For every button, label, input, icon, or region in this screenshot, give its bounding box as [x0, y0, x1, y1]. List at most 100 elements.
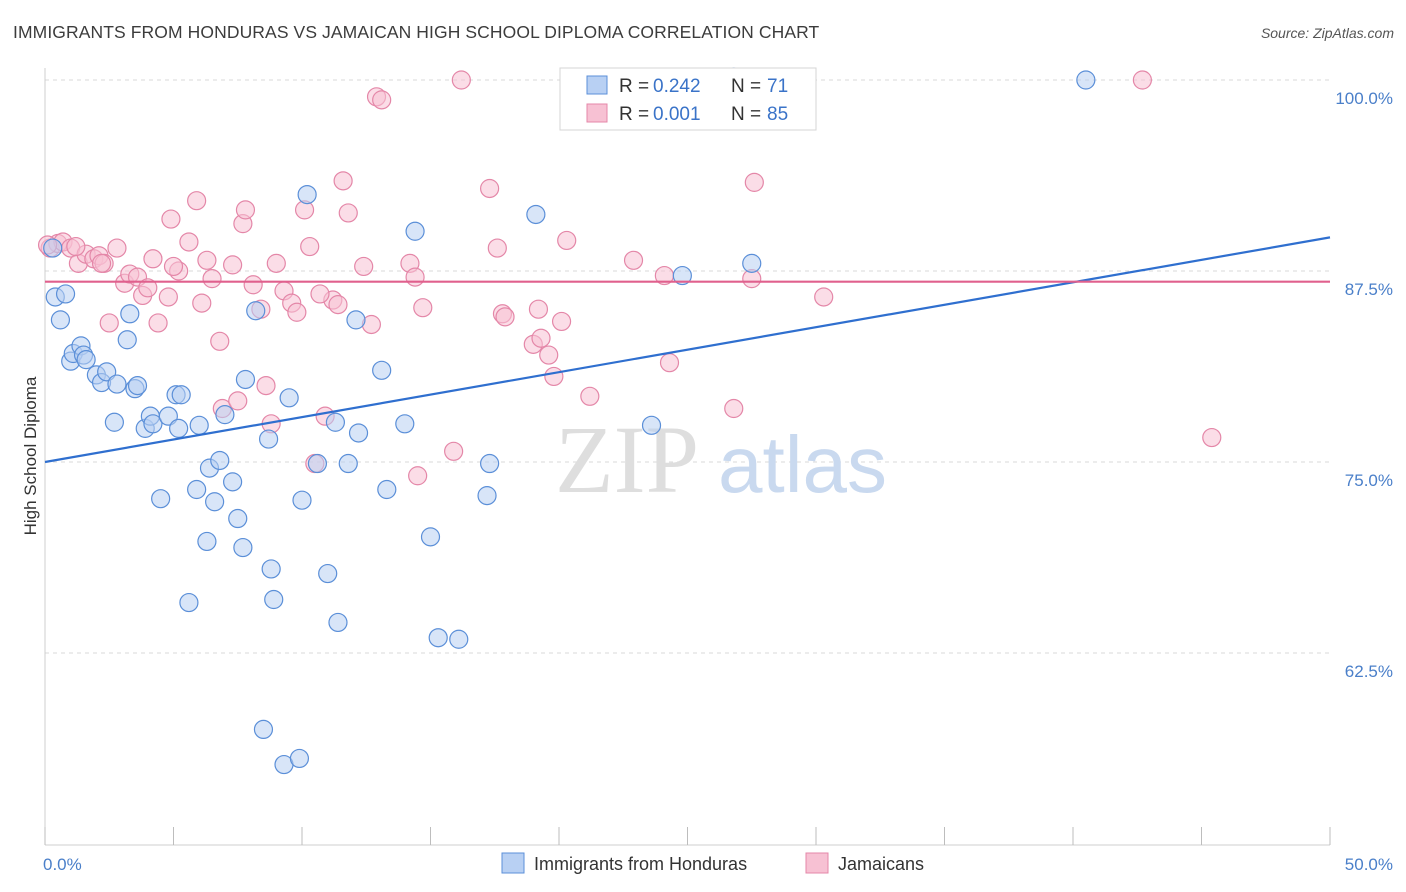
honduras-point [325, 412, 346, 432]
honduras-point [279, 388, 299, 408]
jamaicans-point [197, 250, 217, 270]
honduras-point [742, 253, 762, 273]
honduras-point [477, 486, 497, 506]
watermark-atlas: atlas [718, 420, 887, 509]
honduras-point [480, 453, 500, 474]
series-label-jamaicans: Jamaicans [838, 854, 924, 874]
honduras-point [292, 490, 312, 510]
jamaicans-point [300, 236, 320, 257]
jamaicans-point [243, 275, 263, 295]
jamaicans-point [531, 328, 551, 348]
honduras-point [405, 221, 425, 241]
honduras-point [526, 204, 546, 225]
source-label: Source: ZipAtlas.com [1260, 25, 1394, 41]
honduras-point [223, 472, 243, 492]
honduras-point [1076, 70, 1096, 90]
honduras-point [205, 492, 225, 512]
jamaicans-point [328, 295, 348, 315]
jamaicans-point [210, 331, 230, 351]
jamaicans-point [223, 255, 243, 275]
x-tick-labels: 0.0% 50.0% [43, 855, 1393, 874]
jamaicans-point [480, 178, 500, 199]
watermark: ZIP atlas [555, 406, 887, 513]
honduras-point [233, 537, 253, 558]
jamaicans-point [544, 366, 564, 387]
jamaicans-point [235, 200, 256, 220]
legend-n-value-1: 71 [767, 76, 788, 97]
legend-r-value-2: 0.001 [653, 104, 701, 125]
honduras-point [55, 284, 76, 304]
jamaicans-point [148, 313, 168, 333]
y-tick-label: 62.5% [1345, 662, 1393, 681]
honduras-point [171, 385, 191, 405]
jamaicans-point [539, 345, 559, 365]
series-legend: Immigrants from Honduras Jamaicans [501, 852, 924, 874]
honduras-point [117, 330, 137, 350]
jamaicans-point [310, 284, 330, 304]
honduras-point [395, 414, 415, 434]
jamaicans-point [814, 287, 834, 307]
honduras-point [127, 376, 148, 396]
gridlines [45, 79, 1330, 654]
jamaicans-point [580, 386, 600, 406]
honduras-point [50, 310, 71, 330]
honduras-point [328, 612, 348, 633]
series-label-honduras: Immigrants from Honduras [534, 854, 747, 874]
watermark-zip: ZIP [555, 406, 699, 513]
honduras-point [261, 559, 281, 579]
jamaicans-point [192, 293, 212, 313]
jamaicans-point [202, 269, 222, 289]
honduras-point [235, 369, 256, 390]
honduras-point [189, 415, 209, 435]
jamaicans-point [557, 230, 577, 251]
jamaicans-point [408, 466, 428, 486]
jamaicans-point [413, 298, 433, 318]
y-tick-label: 87.5% [1345, 280, 1393, 299]
jamaicans-point [187, 191, 207, 211]
jamaicans-point [551, 311, 572, 332]
legend-n-label-2: N = [731, 104, 761, 125]
jamaicans-point [179, 232, 199, 252]
series-swatch-jamaicans [805, 852, 829, 874]
jamaicans-point [338, 203, 358, 223]
honduras-point [179, 592, 199, 613]
jamaicans-point [266, 253, 286, 273]
jamaicans-point [372, 90, 392, 110]
honduras-point [43, 238, 63, 258]
jamaicans-point [724, 398, 744, 419]
honduras-point [372, 360, 392, 380]
jamaicans-point [99, 313, 119, 333]
jamaicans-point [138, 278, 158, 298]
legend-n-label-1: N = [731, 76, 761, 97]
honduras-point [348, 423, 369, 443]
jamaicans-point [91, 253, 112, 273]
honduras-point [215, 405, 235, 425]
legend-r-value-1: 0.242 [653, 76, 701, 97]
jamaicans-point [444, 441, 464, 461]
honduras-point [318, 563, 338, 584]
honduras-point [672, 265, 692, 286]
honduras-points [43, 67, 1096, 775]
jamaicans-point [107, 238, 127, 258]
jamaicans-point [66, 236, 86, 257]
honduras-point [76, 350, 96, 370]
trend-lines [44, 236, 1331, 464]
honduras-point [338, 453, 358, 474]
legend-swatch-honduras [586, 75, 608, 95]
x-tick-label-min: 0.0% [43, 855, 82, 874]
jamaicans-point [405, 267, 425, 287]
honduras-point [246, 301, 266, 321]
honduras-trend-line [44, 236, 1331, 464]
honduras-point [253, 719, 274, 740]
honduras-point [151, 489, 171, 509]
jamaicans-point [1132, 70, 1152, 90]
jamaicans-point [495, 307, 515, 327]
honduras-point [107, 374, 127, 394]
jamaicans-point [161, 209, 181, 229]
jamaicans-point [744, 172, 764, 192]
legend-swatch-jamaicans [586, 103, 608, 123]
honduras-point [420, 527, 441, 547]
jamaicans-point [158, 287, 178, 307]
legend-n-value-2: 85 [767, 104, 788, 125]
